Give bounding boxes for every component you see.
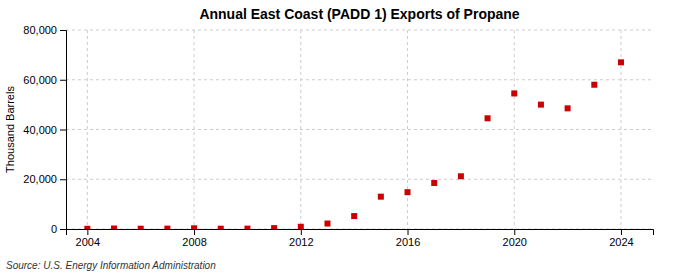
tick: 2020 — [503, 229, 527, 248]
tick: 40,000 — [23, 124, 66, 136]
tick-mark — [60, 30, 66, 31]
x-grid-line — [407, 30, 408, 229]
tick-label: 2024 — [609, 236, 633, 248]
tick-label: 40,000 — [23, 124, 57, 136]
tick-mark — [60, 130, 66, 131]
grid — [66, 30, 653, 229]
tick-mark — [194, 229, 195, 235]
tick: 2008 — [182, 229, 206, 248]
tick: 20,000 — [23, 173, 66, 185]
point — [84, 226, 90, 229]
point — [565, 105, 571, 111]
tick: 2012 — [289, 229, 313, 248]
point — [298, 224, 304, 229]
y-grid-line — [66, 79, 653, 80]
tick: 80,000 — [23, 24, 66, 36]
point — [591, 82, 597, 88]
plot-area: 2004 2008 2012 2016 2020 2024 0 20,000 40,000 60,… — [23, 24, 653, 248]
point — [218, 226, 224, 229]
point — [164, 226, 170, 229]
x-grid-line — [194, 30, 195, 229]
point — [378, 194, 384, 200]
source-note: Source: U.S. Energy Information Administ… — [6, 260, 216, 271]
point — [431, 180, 437, 186]
point — [324, 221, 330, 227]
tick-mark — [514, 229, 515, 235]
point — [351, 213, 357, 219]
tick-label: 20,000 — [23, 173, 57, 185]
tick-mark — [60, 229, 66, 230]
x-axis: 2004 2008 2012 2016 2020 2024 — [67, 229, 654, 248]
tick: 60,000 — [23, 74, 66, 86]
x-grid-line — [300, 30, 301, 229]
y-grid-line — [66, 179, 653, 180]
tick-label: 2012 — [289, 236, 313, 248]
tick-mark — [301, 229, 302, 235]
tick-label: 2008 — [182, 236, 206, 248]
x-grid-line — [514, 30, 515, 229]
point — [244, 226, 250, 229]
point — [618, 59, 624, 65]
point — [485, 115, 491, 121]
axis-line — [67, 230, 654, 236]
title: Annual East Coast (PADD 1) Exports of Pr… — [199, 6, 519, 22]
point — [405, 189, 411, 195]
tick-label: 2004 — [76, 236, 100, 248]
tick: 2004 — [76, 229, 100, 248]
chart: 2004 2008 2012 2016 2020 2024 0 20,000 40,000 60,… — [0, 0, 675, 275]
tick: 2024 — [609, 229, 633, 248]
tick: 2016 — [396, 229, 420, 248]
tick-mark — [621, 229, 622, 235]
x-grid-line — [87, 30, 88, 229]
point — [111, 226, 117, 229]
y-grid-line — [66, 30, 653, 31]
tick: 0 — [51, 223, 66, 235]
tick-mark — [87, 229, 88, 235]
tick-label: 2020 — [503, 236, 527, 248]
y-axis: 0 20,000 40,000 60,000 80,000 — [23, 24, 66, 235]
axis-line — [60, 31, 67, 230]
point — [538, 102, 544, 108]
y-grid-line — [66, 129, 653, 130]
tick-mark — [60, 80, 66, 81]
tick-mark — [60, 179, 66, 180]
point — [511, 90, 517, 96]
point — [271, 225, 277, 229]
tick-label: 0 — [51, 223, 57, 235]
y-axis-title: Thousand Barrels — [4, 86, 16, 173]
tick-mark — [408, 229, 409, 235]
point — [458, 173, 464, 179]
tick-label: 60,000 — [23, 74, 57, 86]
tick-label: 2016 — [396, 236, 420, 248]
tick-label: 80,000 — [23, 24, 57, 36]
points — [84, 59, 624, 229]
point — [138, 226, 144, 229]
point — [191, 225, 197, 229]
